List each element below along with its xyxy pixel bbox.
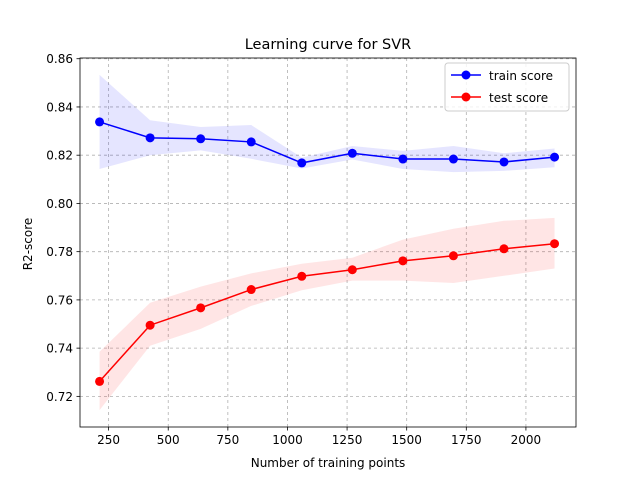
legend-marker-test — [461, 92, 471, 102]
point-series-0 — [347, 148, 357, 158]
confidence-bands — [99, 74, 555, 411]
point-series-0 — [297, 158, 307, 168]
y-tick-label: 0.82 — [46, 149, 73, 163]
x-axis-label: Number of training points — [251, 456, 406, 470]
point-series-0 — [196, 134, 206, 144]
point-series-1 — [145, 320, 155, 330]
chart-title: Learning curve for SVR — [245, 37, 412, 53]
series-lines — [98, 121, 555, 382]
point-series-0 — [398, 154, 408, 164]
point-series-0 — [550, 152, 560, 162]
y-tick-label: 0.74 — [46, 342, 73, 356]
axes-frame — [79, 57, 577, 428]
series-markers — [95, 117, 560, 386]
x-tick-label: 500 — [157, 433, 180, 447]
x-tick-label: 750 — [216, 433, 239, 447]
point-series-1 — [550, 239, 560, 249]
y-tick-label: 0.84 — [46, 100, 73, 114]
y-tick-label: 0.78 — [46, 245, 73, 259]
y-axis-label: R2-score — [21, 218, 35, 271]
axes — [79, 57, 577, 428]
point-series-0 — [95, 117, 105, 127]
x-tick-label: 2000 — [511, 433, 542, 447]
legend-marker-train — [461, 70, 471, 80]
y-tick-label: 0.86 — [46, 52, 73, 66]
y-tick-label: 0.80 — [46, 197, 73, 211]
x-tick-label: 1500 — [391, 433, 422, 447]
point-series-0 — [499, 157, 509, 167]
point-series-1 — [347, 265, 357, 275]
point-series-0 — [246, 137, 256, 147]
grid-lines — [80, 58, 576, 427]
point-series-0 — [448, 154, 458, 164]
y-tick-label: 0.72 — [46, 390, 73, 404]
point-series-1 — [95, 376, 105, 386]
legend: train score test score — [444, 62, 570, 112]
band-series-1 — [99, 217, 555, 411]
x-tick-label: 1000 — [272, 433, 303, 447]
point-series-1 — [246, 285, 256, 295]
point-series-0 — [145, 133, 155, 143]
x-tick-label: 1750 — [451, 433, 482, 447]
x-tick-label: 250 — [97, 433, 120, 447]
line-series-1 — [98, 242, 555, 382]
line-series-0 — [99, 121, 555, 164]
y-tick-label: 0.76 — [46, 293, 73, 307]
legend-label-test: test score — [489, 91, 548, 105]
point-series-1 — [297, 271, 307, 281]
legend-label-train: train score — [489, 69, 553, 83]
point-series-1 — [196, 303, 206, 313]
point-series-1 — [398, 256, 408, 266]
x-tick-label: 1250 — [332, 433, 363, 447]
point-series-1 — [499, 244, 509, 254]
plot-area — [80, 58, 576, 427]
axis-ticks: 250 500 750 1000 1250 1500 1750 2000 0.72 0.74 0.7… — [46, 52, 541, 447]
band-series-0 — [99, 74, 555, 173]
point-series-1 — [448, 251, 458, 261]
